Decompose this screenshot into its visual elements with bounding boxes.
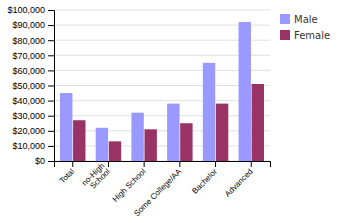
tick-label: $50,000 xyxy=(12,81,45,91)
tick: $60,000 xyxy=(12,66,54,76)
tick-mark xyxy=(48,101,54,102)
tick: $30,000 xyxy=(12,111,54,121)
legend-swatch xyxy=(280,14,290,24)
tick-mark xyxy=(48,161,54,162)
plot: $0 $10,000 $20,000 $30,000 $40,000 $50,000 $60… xyxy=(7,5,270,218)
tick-mark xyxy=(48,146,54,147)
tick-label: Advanced xyxy=(223,167,255,199)
grid-line xyxy=(54,70,270,71)
grid-line xyxy=(54,25,270,26)
tick-mark xyxy=(48,55,54,56)
tick: High School xyxy=(111,161,148,204)
grid-line xyxy=(54,85,270,86)
bar xyxy=(252,84,264,161)
tick-label: $100,000 xyxy=(7,5,45,15)
tick: Total xyxy=(58,161,76,185)
grid-line xyxy=(54,10,270,11)
tick-mark xyxy=(48,116,54,117)
legend-item: Male xyxy=(280,14,318,25)
tick-mark xyxy=(251,161,252,167)
tick-label: $10,000 xyxy=(12,141,45,151)
tick: $40,000 xyxy=(12,96,54,106)
bar xyxy=(131,113,143,161)
chart: $0 $10,000 $20,000 $30,000 $40,000 $50,000 $60… xyxy=(0,0,350,223)
tick: Advanced xyxy=(223,161,255,199)
bar xyxy=(203,63,215,161)
tick-label: Total xyxy=(58,167,76,185)
tick: Bachelor xyxy=(190,161,219,196)
bar xyxy=(60,93,72,161)
tick: $20,000 xyxy=(12,126,54,136)
tick-label: Some College/AA xyxy=(132,167,183,218)
tick-label: $90,000 xyxy=(12,20,45,30)
grid-line xyxy=(54,130,270,131)
legend: Male Female xyxy=(280,14,330,41)
tick: $100,000 xyxy=(7,5,54,15)
y-axis: $0 $10,000 $20,000 $30,000 $40,000 $50,000 $60… xyxy=(7,5,54,166)
tick-mark xyxy=(48,70,54,71)
tick-mark xyxy=(72,161,73,167)
tick: $90,000 xyxy=(12,20,54,30)
tick: $50,000 xyxy=(12,81,54,91)
grid-line xyxy=(54,145,270,146)
bar xyxy=(109,141,121,161)
bars xyxy=(60,22,264,161)
grid-line xyxy=(54,100,270,101)
tick: $0 xyxy=(35,156,54,166)
grid xyxy=(54,10,270,161)
bar xyxy=(216,104,228,161)
bar xyxy=(239,22,251,161)
x-axis: Totalno-HighSchoolHigh SchoolSome Colleg… xyxy=(55,161,271,218)
grid-line xyxy=(54,55,270,56)
legend-swatch xyxy=(280,30,290,40)
tick-mark xyxy=(108,161,109,167)
tick-mark xyxy=(48,40,54,41)
tick: $80,000 xyxy=(12,36,54,46)
tick-label: $70,000 xyxy=(12,51,45,61)
tick-label: $30,000 xyxy=(12,111,45,121)
tick-label: High School xyxy=(111,167,148,204)
tick: $70,000 xyxy=(12,51,54,61)
tick-label: no-HighSchool xyxy=(80,161,112,193)
tick-mark xyxy=(48,86,54,87)
tick-label: $80,000 xyxy=(12,36,45,46)
bar xyxy=(144,129,156,161)
bar xyxy=(73,120,85,161)
tick-mark xyxy=(179,161,180,167)
tick: no-HighSchool xyxy=(80,161,112,193)
legend-label: Male xyxy=(294,14,318,25)
tick-mark xyxy=(144,161,145,167)
bar xyxy=(180,123,192,161)
axis-line xyxy=(55,162,271,168)
tick-label: $60,000 xyxy=(12,66,45,76)
legend-label: Female xyxy=(294,30,330,41)
tick-label: $0 xyxy=(35,156,45,166)
tick-mark xyxy=(215,161,216,167)
tick: Some College/AA xyxy=(132,161,183,218)
tick-label: Bachelor xyxy=(190,167,219,196)
bar xyxy=(96,128,108,161)
grid-line xyxy=(54,40,270,41)
tick: $10,000 xyxy=(12,141,54,151)
grid-line xyxy=(54,115,270,116)
tick-mark xyxy=(48,25,54,26)
tick-mark xyxy=(48,131,54,132)
axis-line xyxy=(48,11,55,162)
tick-mark xyxy=(48,10,54,11)
bar xyxy=(167,104,179,161)
tick-label: $20,000 xyxy=(12,126,45,136)
legend-item: Female xyxy=(280,30,330,41)
tick-label: $40,000 xyxy=(12,96,45,106)
